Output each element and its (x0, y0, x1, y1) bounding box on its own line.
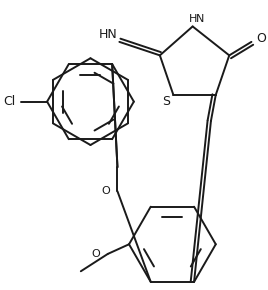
Text: S: S (162, 95, 170, 108)
Text: O: O (256, 32, 266, 46)
Text: Cl: Cl (3, 95, 15, 108)
Text: N: N (196, 14, 204, 24)
Text: HN: HN (98, 28, 117, 41)
Text: O: O (101, 186, 110, 196)
Text: O: O (91, 249, 100, 259)
Text: H: H (188, 14, 197, 24)
